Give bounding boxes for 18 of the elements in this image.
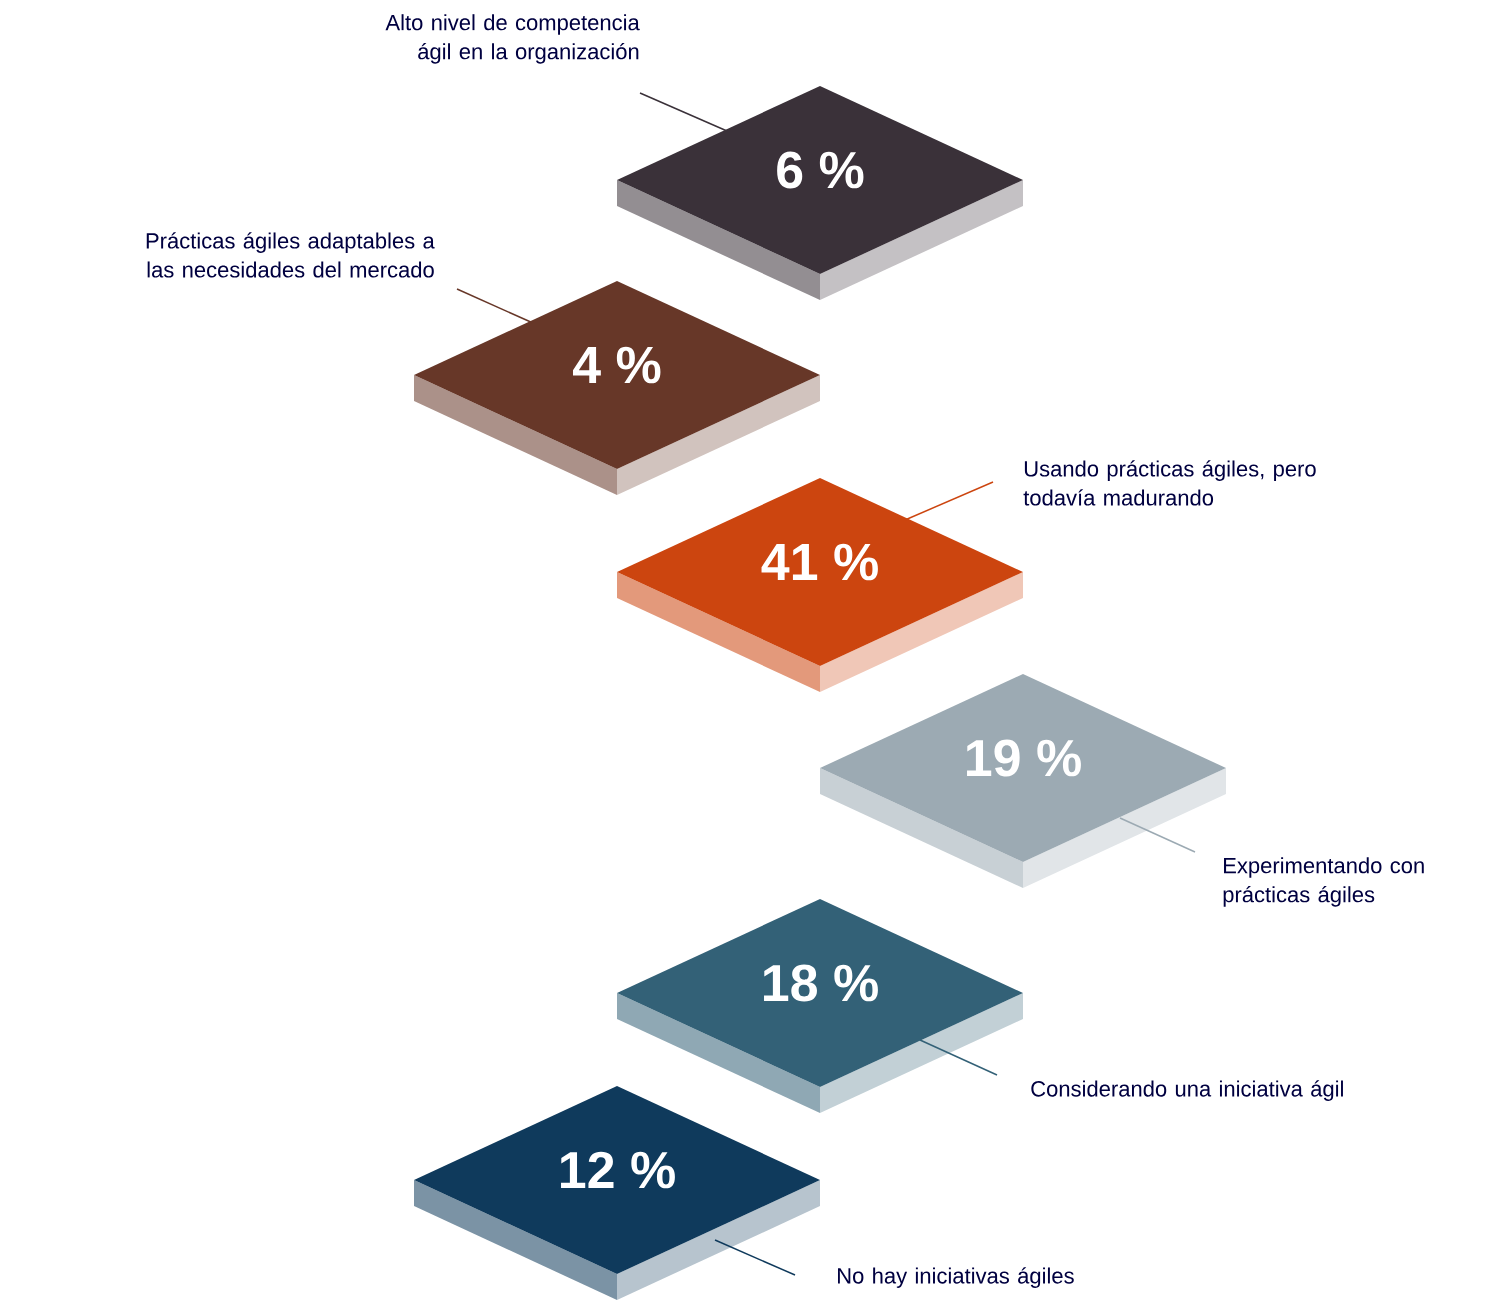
text: % [1037,739,1081,777]
category-label: Considerando una iniciativa ágil [1031,1080,1343,1101]
text: % [834,543,878,581]
text: % [616,346,661,384]
category-label: Usando prácticas ágiles, pero todavía madurando [1023,460,1316,506]
data-label: 41 [761,544,818,580]
data-label: 4 [572,347,601,383]
category-label: Prácticas ágiles adaptables a las necesidades del mercado [146,232,435,278]
data-label: 19 [967,739,1020,777]
data-label: 18 [764,964,817,1002]
data-label: 6 [777,151,803,189]
category-label: Experimentando con prácticas ágiles [1223,857,1424,907]
category-label: No hay iniciativas ágiles [838,1267,1074,1288]
text: % [834,964,878,1002]
text: % [819,151,864,189]
text: % [631,1151,675,1189]
category-label: Alto nivel de competencia ágil en la organización [385,14,640,64]
data-label: 12 [561,1151,614,1188]
